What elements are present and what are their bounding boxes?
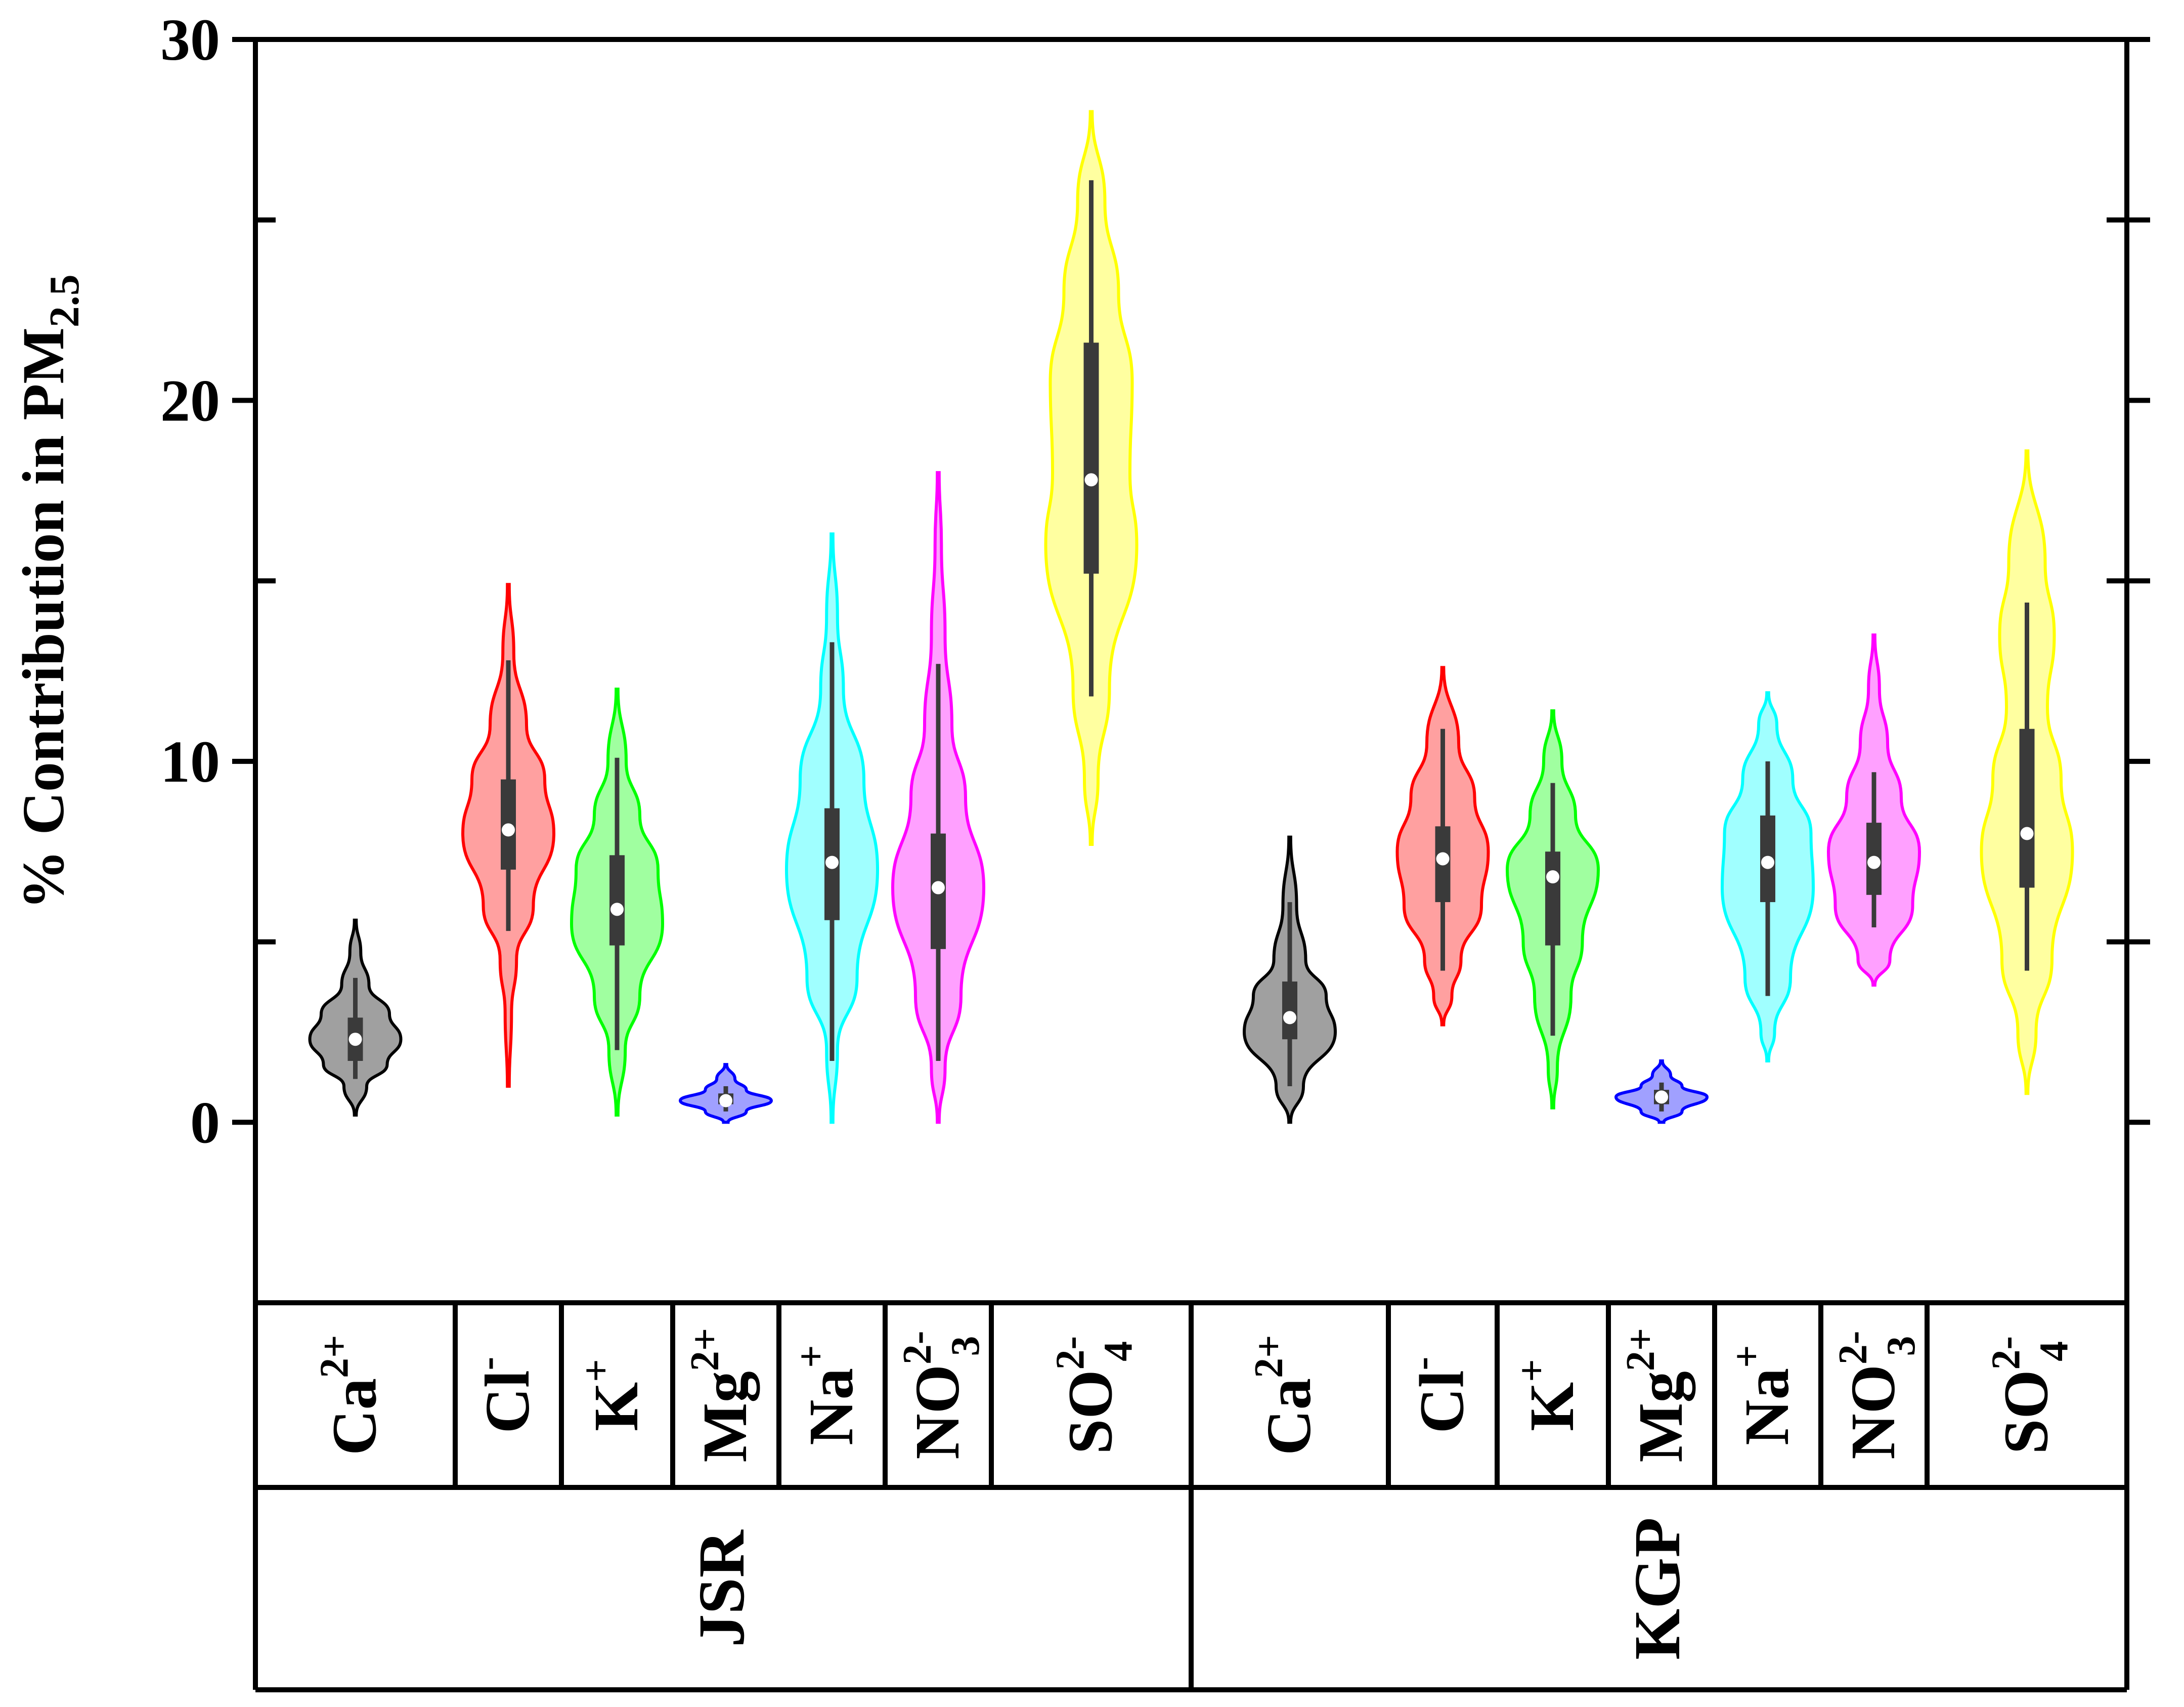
category-label: Na+ bbox=[1725, 1345, 1802, 1445]
category-label-subscript: 4 bbox=[2032, 1341, 2077, 1361]
category-label-base: SO bbox=[1992, 1370, 2062, 1454]
violin-iqr-box bbox=[1545, 851, 1560, 946]
category-label-superscript: 2- bbox=[1049, 1336, 1093, 1370]
violin-median-point bbox=[1655, 1090, 1668, 1104]
category-label: Ca2+ bbox=[1247, 1335, 1324, 1455]
category-label-superscript: 2+ bbox=[313, 1335, 357, 1378]
category-label-base: NO bbox=[903, 1364, 973, 1460]
y-axis: 0 10 20 30 bbox=[160, 7, 2150, 1156]
category-label: Ca2+ bbox=[313, 1335, 390, 1455]
category-label: Na+ bbox=[789, 1345, 866, 1445]
y-axis-label-main: % Contribution in PM bbox=[10, 327, 76, 910]
violin-median-point bbox=[1867, 856, 1881, 869]
category-label-superscript: + bbox=[789, 1345, 834, 1368]
category-label-base: Ca bbox=[320, 1378, 390, 1456]
category-label-base: Cl bbox=[473, 1370, 543, 1433]
violin-median-point bbox=[1084, 473, 1098, 487]
y-tick-label: 20 bbox=[160, 367, 220, 434]
category-label-base: NO bbox=[1839, 1364, 1908, 1460]
category-label-superscript: + bbox=[574, 1359, 619, 1382]
violin-iqr-box bbox=[1282, 981, 1297, 1040]
category-table: JSRCa2+Cl-K+Mg2+Na+NO2-3SO2-4KGPCa2+Cl-K… bbox=[253, 1303, 2129, 1692]
category-label-base: SO bbox=[1056, 1370, 1126, 1454]
category-label-superscript: 2- bbox=[895, 1331, 940, 1364]
violin-median-point bbox=[825, 856, 839, 869]
violin-median-point bbox=[932, 881, 945, 894]
violin-median-point bbox=[502, 823, 515, 837]
category-label-base: Cl bbox=[1408, 1370, 1477, 1433]
y-axis-label: % Contribution in PM2.5 bbox=[10, 274, 88, 910]
category-label: NO2-3 bbox=[1831, 1331, 1924, 1459]
category-label-superscript: 2- bbox=[1984, 1336, 2029, 1370]
violin-median-point bbox=[1436, 852, 1450, 866]
category-label: SO2-4 bbox=[1049, 1336, 1141, 1454]
category-label: K+ bbox=[574, 1359, 651, 1431]
category-label: NO2-3 bbox=[895, 1331, 988, 1459]
category-label: K+ bbox=[1510, 1359, 1587, 1431]
category-label: Mg2+ bbox=[1619, 1328, 1696, 1462]
violin-iqr-box bbox=[2019, 729, 2035, 888]
group-label: JSR bbox=[685, 1529, 758, 1647]
category-label-superscript: 2- bbox=[1831, 1331, 1875, 1364]
violin-median-point bbox=[348, 1033, 362, 1046]
y-axis-label-subscript: 2.5 bbox=[41, 274, 88, 327]
category-label-base: Mg bbox=[1626, 1371, 1696, 1462]
violin-median-point bbox=[1761, 856, 1774, 869]
violin-median-point bbox=[2020, 827, 2034, 840]
category-label: Cl- bbox=[465, 1357, 543, 1434]
violin-median-point bbox=[610, 903, 624, 916]
category-label-subscript: 3 bbox=[1879, 1336, 1924, 1356]
category-label-superscript: 2+ bbox=[1619, 1328, 1663, 1371]
category-label: Mg2+ bbox=[683, 1328, 760, 1462]
group-label: KGP bbox=[1621, 1517, 1694, 1660]
violin-median-point bbox=[1546, 870, 1559, 884]
category-label-base: Na bbox=[1732, 1368, 1802, 1445]
category-label-superscript: - bbox=[1400, 1357, 1445, 1371]
y-tick-label: 0 bbox=[190, 1089, 220, 1156]
plot-frame bbox=[253, 37, 2129, 1305]
category-label-base: Na bbox=[797, 1368, 866, 1445]
violin-median-point bbox=[719, 1094, 732, 1107]
violin-iqr-box bbox=[609, 855, 625, 946]
category-label-base: K bbox=[582, 1382, 651, 1431]
violin-median-point bbox=[1283, 1011, 1296, 1025]
y-tick-label: 30 bbox=[160, 7, 220, 73]
violin-iqr-box bbox=[1083, 343, 1099, 574]
category-label-superscript: + bbox=[1510, 1359, 1554, 1382]
category-label: Cl- bbox=[1400, 1357, 1477, 1434]
y-tick-label: 10 bbox=[160, 729, 220, 795]
category-label-subscript: 4 bbox=[1097, 1341, 1141, 1361]
category-label-subscript: 3 bbox=[943, 1336, 988, 1356]
category-label-base: K bbox=[1517, 1382, 1587, 1431]
category-label-superscript: + bbox=[1725, 1345, 1769, 1368]
category-label-superscript: 2+ bbox=[1247, 1335, 1291, 1378]
category-label-superscript: 2+ bbox=[683, 1328, 727, 1371]
category-label-base: Mg bbox=[690, 1371, 760, 1462]
plot-border bbox=[253, 37, 2129, 1305]
category-label-base: Ca bbox=[1254, 1378, 1324, 1456]
category-label: SO2-4 bbox=[1984, 1336, 2077, 1454]
category-label-superscript: - bbox=[465, 1357, 510, 1371]
violins bbox=[308, 110, 2074, 1124]
